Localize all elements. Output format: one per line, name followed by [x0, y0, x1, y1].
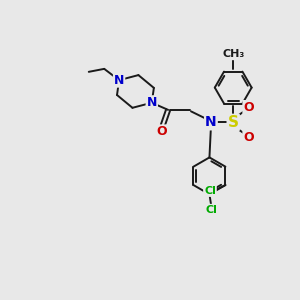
Text: O: O — [243, 131, 254, 144]
Text: N: N — [114, 74, 124, 87]
Text: CH₃: CH₃ — [222, 49, 244, 59]
Text: Cl: Cl — [206, 205, 218, 215]
Text: N: N — [205, 116, 217, 129]
Text: S: S — [228, 115, 239, 130]
Text: O: O — [156, 125, 166, 138]
Text: N: N — [147, 96, 157, 109]
Text: Cl: Cl — [204, 186, 216, 196]
Text: O: O — [243, 101, 254, 114]
